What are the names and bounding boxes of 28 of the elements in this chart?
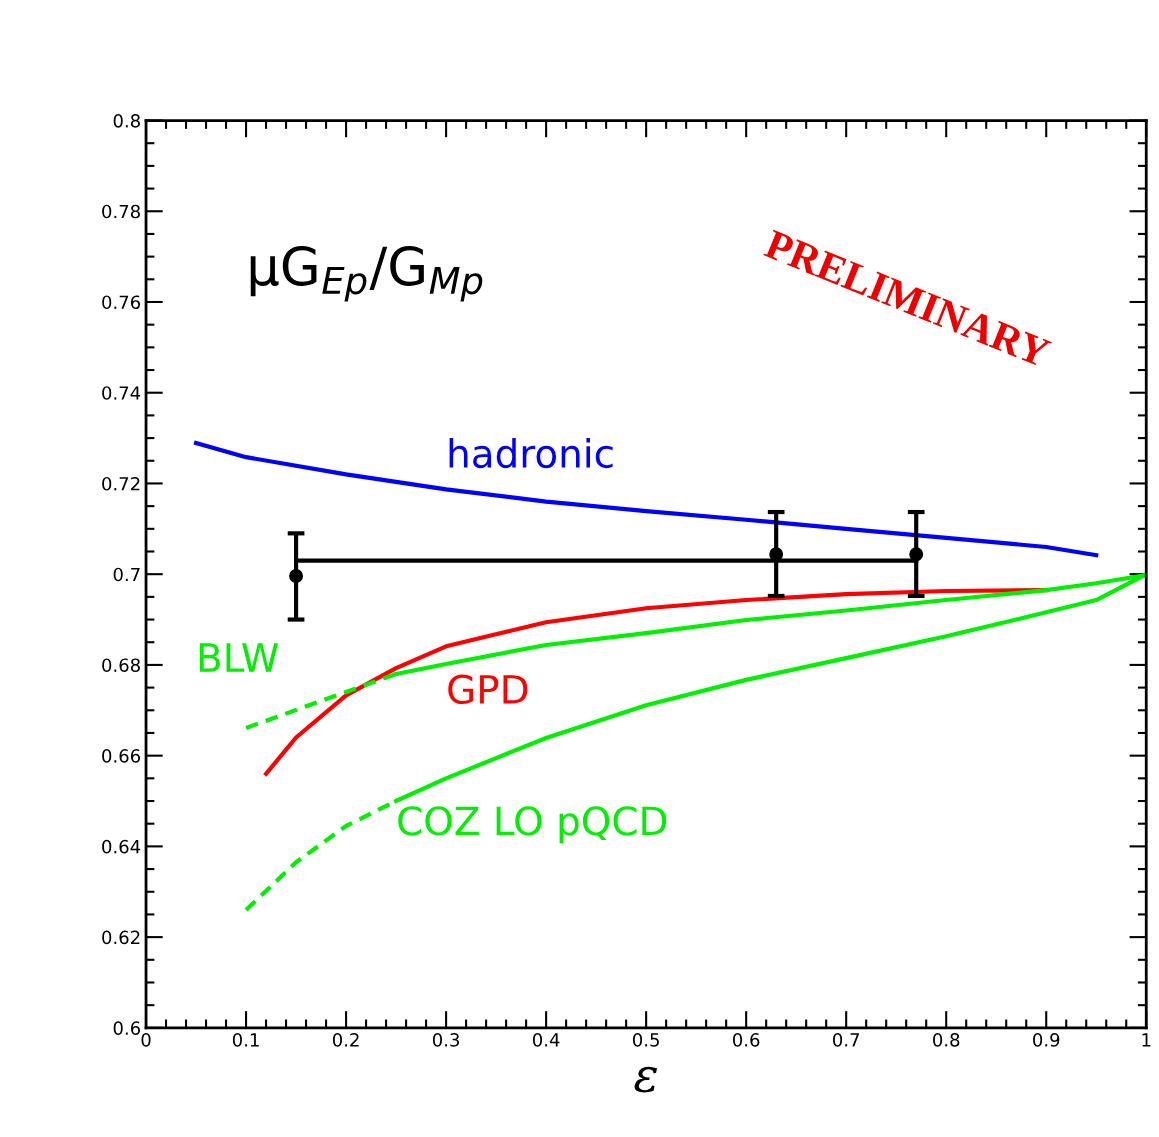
x-tick-label: 0.7 [833,1033,859,1047]
y-tick-label: 0.68 [102,658,140,673]
y-tick-label: 0.78 [102,204,140,219]
x-axis-title: ε [634,1066,658,1093]
y-tick-label: 0.6 [113,1021,141,1035]
x-tick-label: 0.2 [332,1033,359,1047]
x-tick-label: 0.5 [632,1033,659,1047]
y-axis-title: μG$_{Ep}$/G$_{Mp}$ [250,246,483,302]
x-tick-label: 0.3 [432,1033,460,1047]
x-tick-label: 0.8 [933,1033,960,1047]
y-tick-label: 0.76 [102,295,141,310]
y-tick-label: 0.66 [102,749,141,763]
x-tick-label: 0.1 [232,1033,259,1047]
y-tick-label: 0.64 [102,839,141,854]
x-tick-label: 1 [1142,1033,1151,1047]
series-label: COZ LO pQCD [398,806,667,844]
x-tick-label: 0 [141,1033,151,1047]
y-tick-label: 0.74 [102,386,141,400]
series-label: BLW [199,643,279,672]
y-tick-label: 0.8 [113,113,140,128]
x-tick-label: 0.4 [532,1033,560,1047]
series-label: GPD [448,674,528,705]
series-label: hadronic [449,438,613,469]
x-tick-label: 0.6 [733,1033,760,1047]
y-tick-label: 0.62 [102,930,140,945]
y-tick-label: 0.72 [102,476,140,491]
x-tick-label: 0.9 [1033,1033,1060,1047]
y-tick-label: 0.7 [113,567,140,582]
